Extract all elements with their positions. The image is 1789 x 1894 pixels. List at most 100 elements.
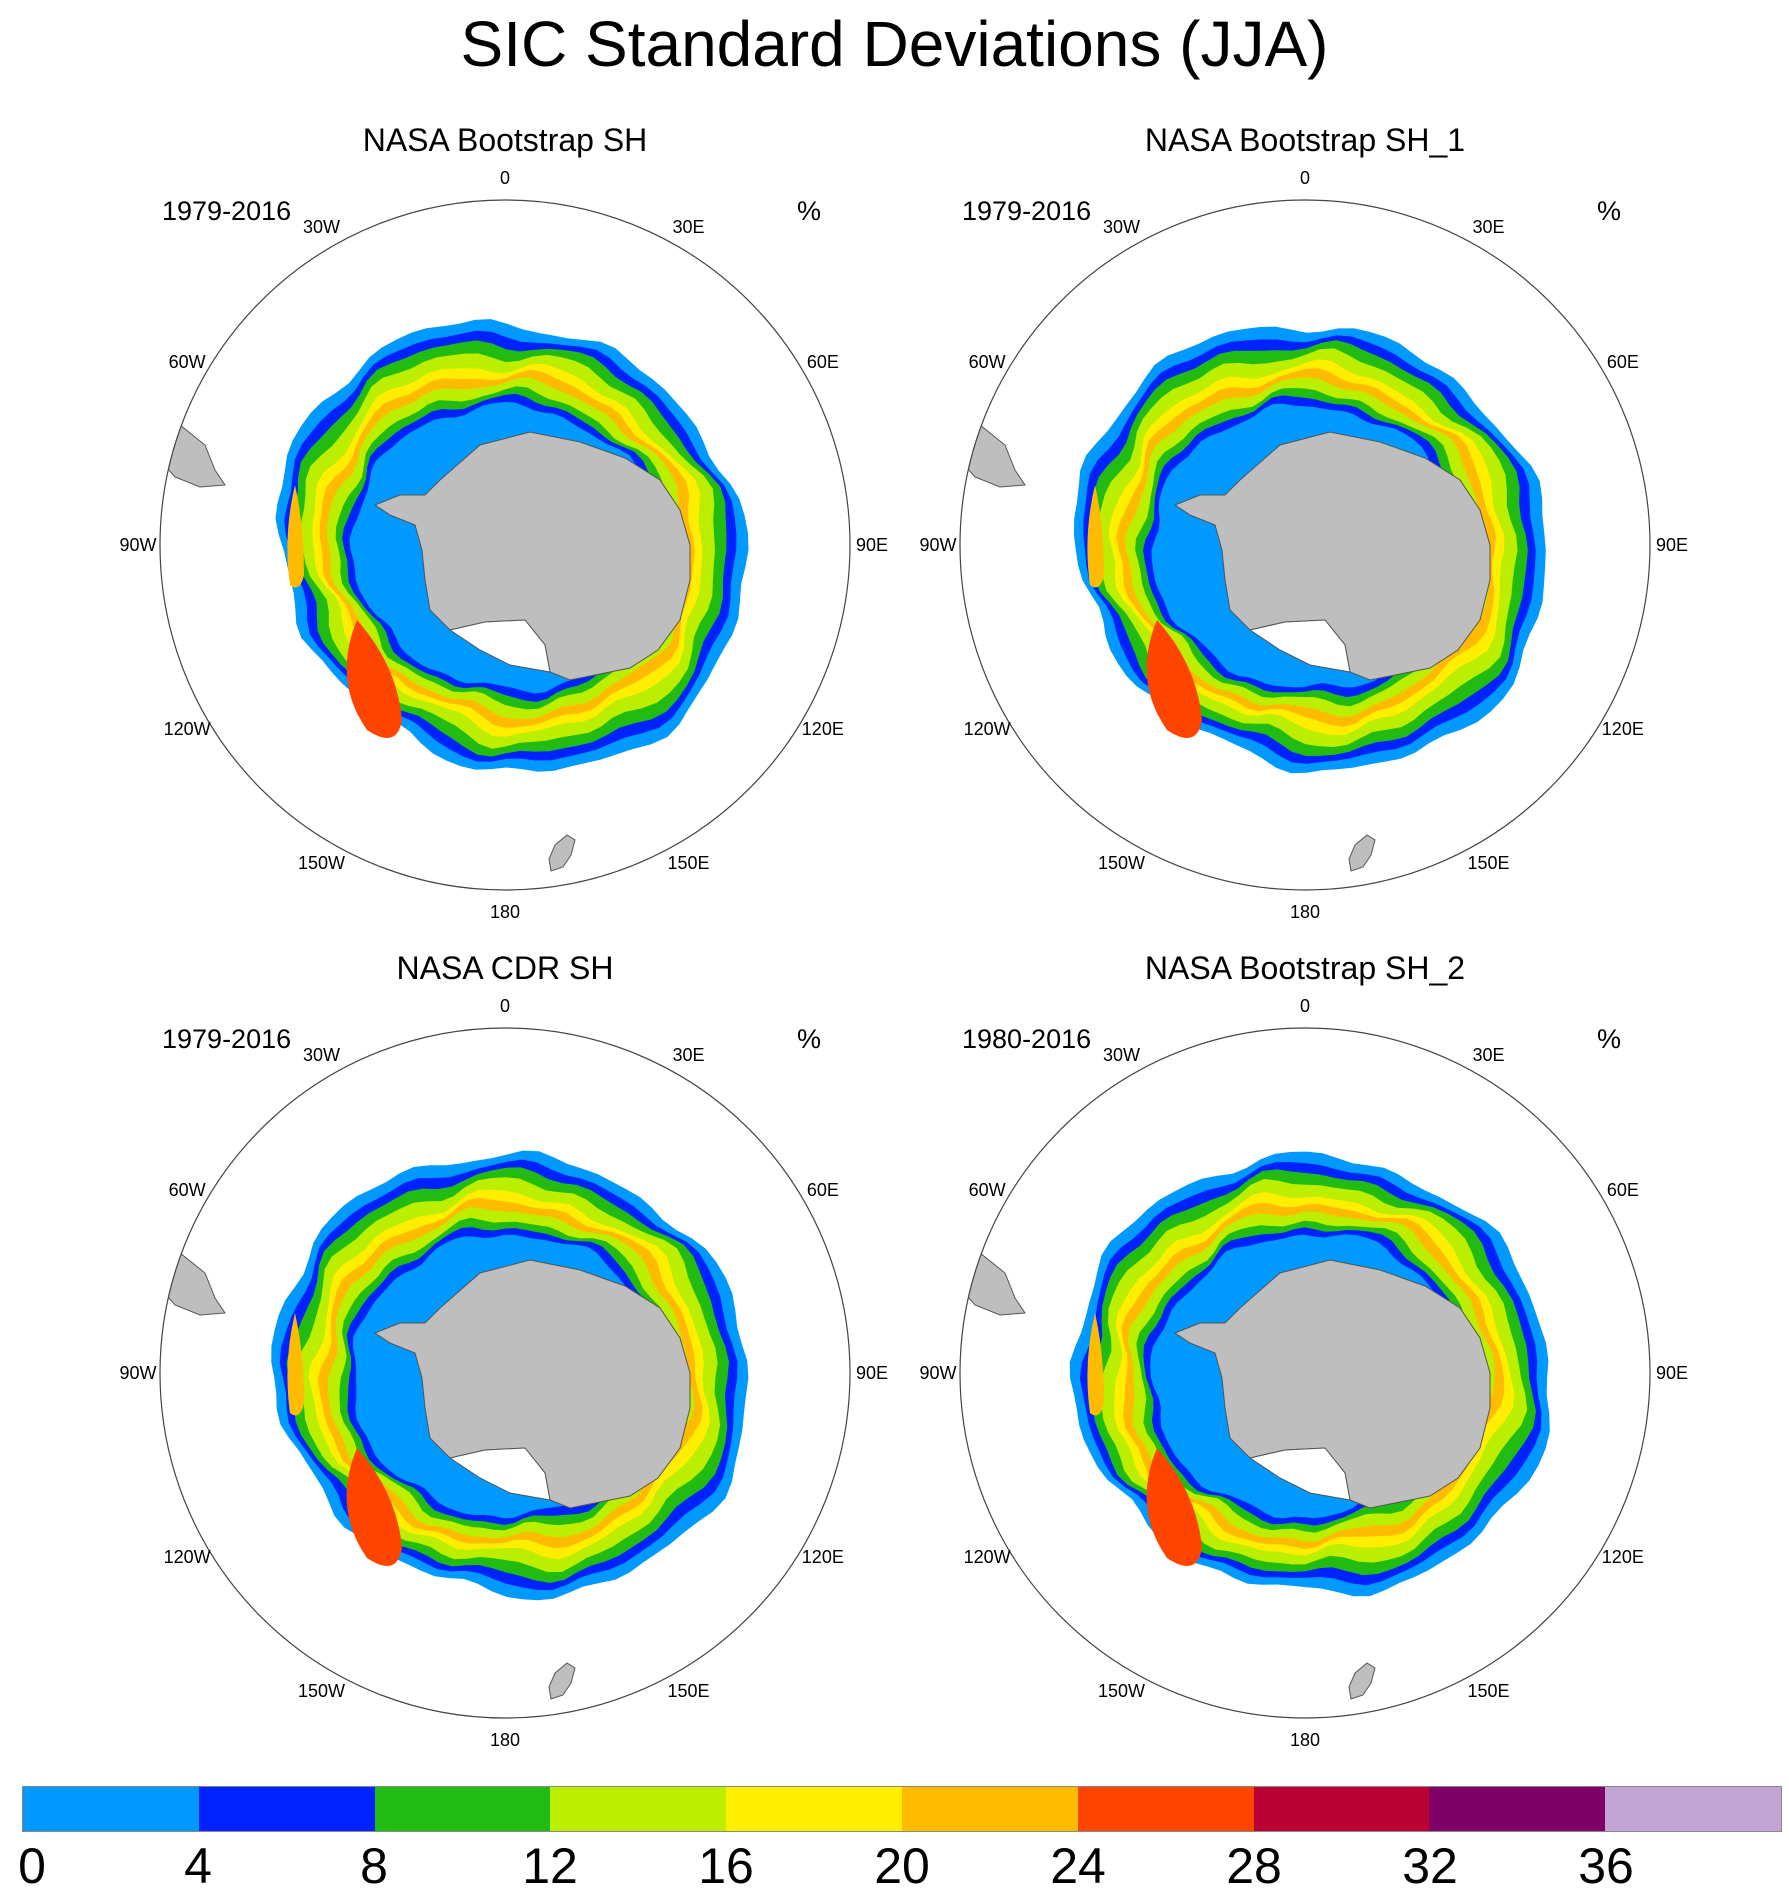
panel-years: 1979-2016 bbox=[162, 196, 292, 226]
longitude-label: 30E bbox=[672, 1045, 705, 1066]
south-america-land bbox=[160, 1247, 226, 1316]
panel-years: 1979-2016 bbox=[962, 196, 1092, 226]
map-panel: NASA Bootstrap SH_2 1980-2016% 0 30E 60E 90E 1… bbox=[920, 948, 1689, 1778]
longitude-label: 90E bbox=[855, 535, 889, 555]
antarctica-land bbox=[1173, 1259, 1491, 1509]
panel-title: NASA Bootstrap SH bbox=[362, 122, 648, 158]
panel-units: % bbox=[797, 1024, 822, 1054]
colorbar bbox=[22, 1786, 1782, 1832]
south-america-land bbox=[960, 419, 1026, 488]
map-boundary bbox=[159, 199, 851, 891]
map-boundary bbox=[959, 199, 1651, 891]
ice-shelf bbox=[1248, 1447, 1351, 1501]
colorbar-box bbox=[374, 1787, 551, 1831]
high-sd-patch bbox=[346, 1448, 402, 1566]
polar-map bbox=[159, 1027, 851, 1719]
antarctica-land bbox=[1173, 431, 1491, 681]
longitude-label: 60E bbox=[806, 351, 839, 372]
longitude-label: 0 bbox=[499, 168, 510, 188]
longitude-label: 150W bbox=[297, 1680, 346, 1701]
sea-ice-field bbox=[960, 326, 1546, 872]
high-sd-patch bbox=[346, 620, 402, 738]
colorbar-tick-label: 8 bbox=[360, 1838, 388, 1894]
longitude-label: 30W bbox=[1102, 1045, 1140, 1066]
longitude-label: 0 bbox=[1299, 168, 1310, 188]
ice-shelf bbox=[448, 619, 551, 673]
figure-title: SIC Standard Deviations (JJA) bbox=[460, 8, 1329, 80]
longitude-label: 120E bbox=[1601, 718, 1644, 739]
polar-map bbox=[159, 199, 851, 891]
longitude-label: 180 bbox=[1289, 1730, 1321, 1750]
new-zealand-land bbox=[548, 834, 576, 872]
colorbar-tick-label: 16 bbox=[698, 1838, 754, 1894]
colorbar-box bbox=[550, 1787, 727, 1831]
longitude-label: 30W bbox=[1102, 217, 1140, 238]
longitude-label: 150E bbox=[667, 1680, 710, 1701]
map-boundary bbox=[959, 1027, 1651, 1719]
high-sd-patch bbox=[287, 485, 304, 588]
longitude-label: 120E bbox=[801, 1546, 844, 1567]
high-sd-patch bbox=[1087, 485, 1104, 588]
map-panel: NASA Bootstrap SH 1979-2016% 0 30E 60E 90E 120… bbox=[120, 120, 889, 950]
panel-units: % bbox=[1597, 1024, 1622, 1054]
longitude-label: 150E bbox=[667, 852, 710, 873]
longitude-label: 60W bbox=[968, 351, 1006, 372]
new-zealand-land bbox=[1348, 1662, 1376, 1700]
panel-title: NASA Bootstrap SH_1 bbox=[1144, 122, 1466, 158]
longitude-label: 180 bbox=[1289, 902, 1321, 922]
colorbar-box bbox=[1605, 1787, 1781, 1831]
panel-units: % bbox=[1597, 196, 1622, 226]
longitude-label: 120W bbox=[163, 718, 211, 739]
panel-title: NASA CDR SH bbox=[396, 950, 614, 986]
longitude-label: 150W bbox=[1097, 852, 1146, 873]
colorbar-tick-label: 0 bbox=[18, 1838, 46, 1894]
colorbar-tick-label: 24 bbox=[1050, 1838, 1106, 1894]
colorbar-tick-label: 12 bbox=[522, 1838, 578, 1894]
longitude-label: 60E bbox=[1606, 1179, 1639, 1200]
panel-years: 1979-2016 bbox=[162, 1024, 292, 1054]
colorbar-tick-label: 32 bbox=[1402, 1838, 1458, 1894]
longitude-label: 90E bbox=[1655, 1363, 1689, 1383]
colorbar-tick-label: 4 bbox=[184, 1838, 212, 1894]
longitude-label: 60E bbox=[806, 1179, 839, 1200]
longitude-label: 60W bbox=[968, 1179, 1006, 1200]
new-zealand-land bbox=[1348, 834, 1376, 872]
panel-title: NASA Bootstrap SH_2 bbox=[1144, 950, 1466, 986]
longitude-label: 60W bbox=[168, 1179, 206, 1200]
high-sd-patch bbox=[287, 1313, 304, 1416]
south-america-land bbox=[160, 419, 226, 488]
colorbar-box bbox=[23, 1787, 199, 1831]
antarctica-land bbox=[373, 1259, 691, 1509]
colorbar-tick-label: 20 bbox=[874, 1838, 930, 1894]
longitude-label: 150E bbox=[1467, 1680, 1510, 1701]
colorbar-box bbox=[1253, 1787, 1430, 1831]
longitude-label: 90E bbox=[1655, 535, 1689, 555]
high-sd-patch bbox=[1146, 1448, 1202, 1566]
colorbar-tick-label: 28 bbox=[1226, 1838, 1282, 1894]
colorbar-box bbox=[1077, 1787, 1254, 1831]
sea-ice-field bbox=[160, 1150, 749, 1700]
longitude-label: 0 bbox=[499, 996, 510, 1016]
colorbar-box bbox=[901, 1787, 1078, 1831]
longitude-label: 60E bbox=[1606, 351, 1639, 372]
polar-map bbox=[959, 1027, 1651, 1719]
longitude-label: 90W bbox=[119, 535, 157, 555]
longitude-label: 180 bbox=[489, 1730, 521, 1750]
longitude-label: 150W bbox=[1097, 1680, 1146, 1701]
longitude-label: 90E bbox=[855, 1363, 889, 1383]
longitude-label: 30E bbox=[1472, 1045, 1505, 1066]
longitude-label: 60W bbox=[168, 351, 206, 372]
longitude-label: 30W bbox=[302, 1045, 340, 1066]
longitude-label: 90W bbox=[119, 1363, 157, 1383]
colorbar-tick-label: 36 bbox=[1578, 1838, 1634, 1894]
antarctica-land bbox=[373, 431, 691, 681]
panel-units: % bbox=[797, 196, 822, 226]
longitude-label: 90W bbox=[919, 1363, 957, 1383]
longitude-label: 120W bbox=[163, 1546, 211, 1567]
longitude-label: 90W bbox=[919, 535, 957, 555]
longitude-label: 120E bbox=[1601, 1546, 1644, 1567]
new-zealand-land bbox=[548, 1662, 576, 1700]
ice-shelf bbox=[1248, 619, 1351, 673]
polar-map bbox=[959, 199, 1651, 891]
longitude-label: 30E bbox=[672, 217, 705, 238]
